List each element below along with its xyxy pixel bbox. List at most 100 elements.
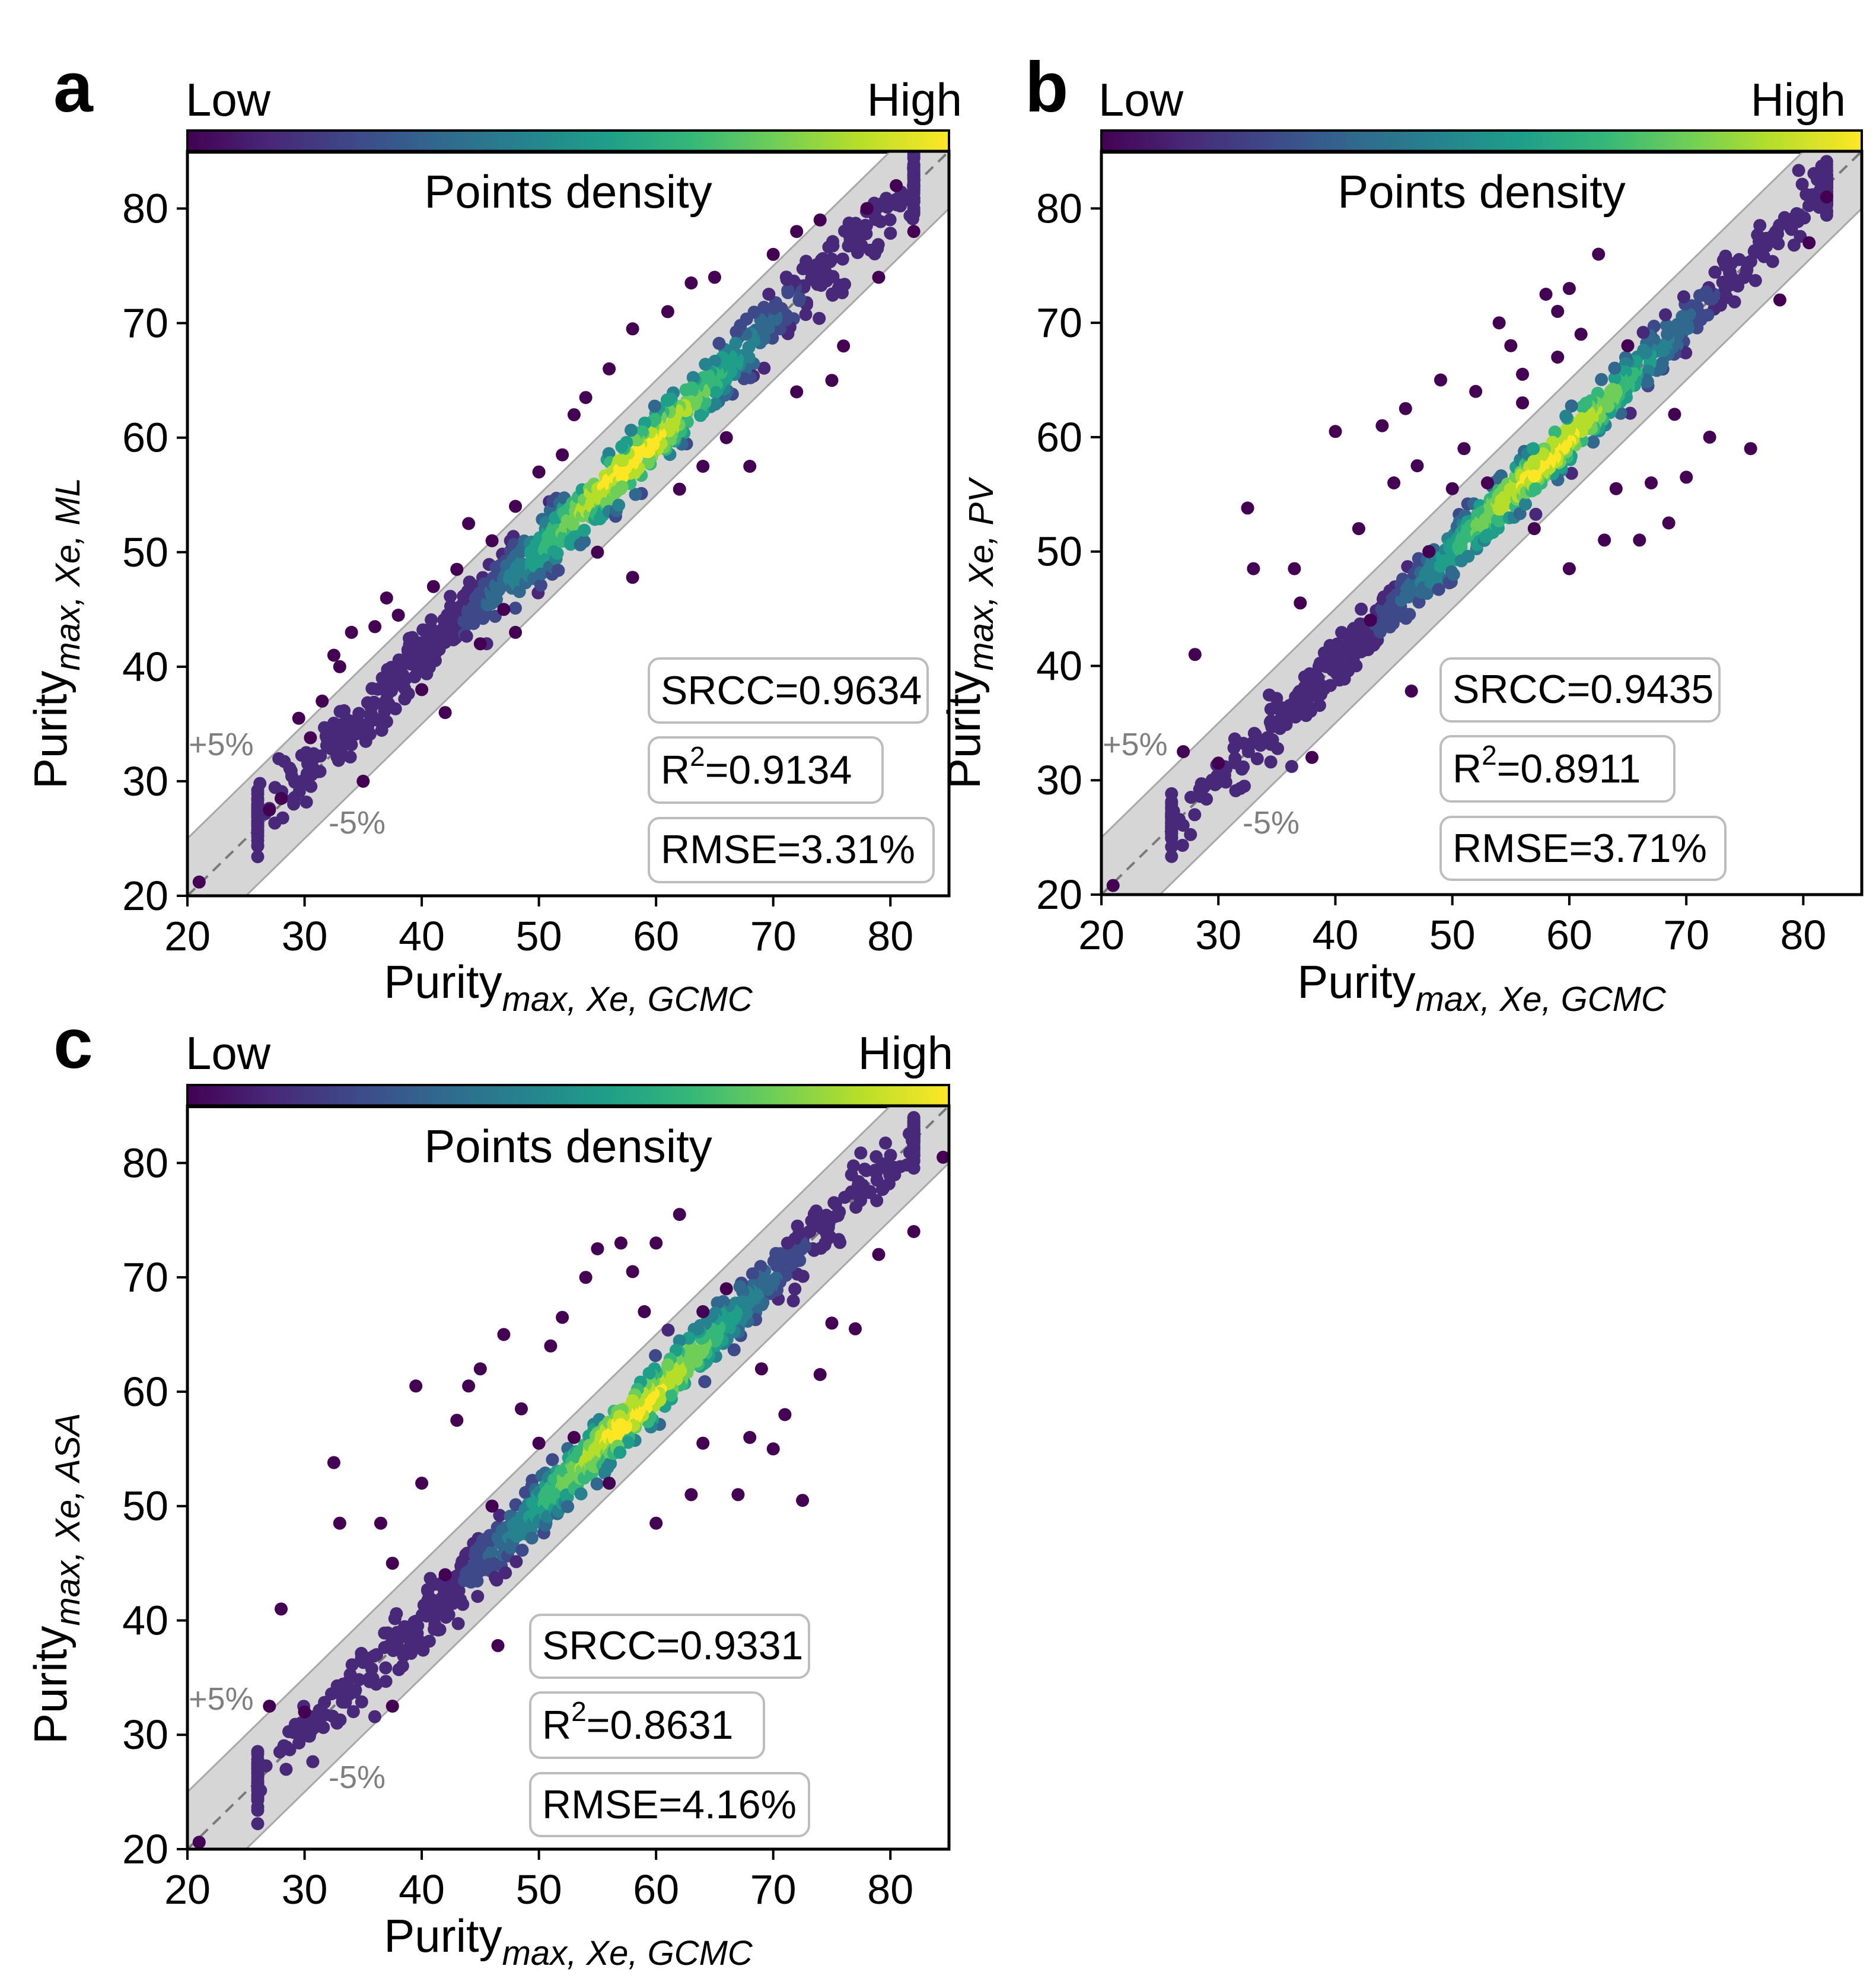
y-tick-label: 70 xyxy=(122,1254,168,1300)
data-point xyxy=(684,276,698,290)
data-point xyxy=(786,1294,800,1308)
x-tick-label: 70 xyxy=(750,1866,797,1913)
x-tick-label: 80 xyxy=(867,913,913,959)
data-point xyxy=(560,1491,574,1504)
data-point xyxy=(1548,425,1562,439)
data-point xyxy=(349,1683,362,1697)
data-point xyxy=(1200,793,1213,806)
data-point xyxy=(1802,199,1816,212)
data-point xyxy=(556,1310,569,1324)
data-point xyxy=(1516,396,1529,410)
data-point xyxy=(251,1747,265,1761)
x-tick-label: 60 xyxy=(633,913,679,959)
plot-frame xyxy=(186,1104,951,1851)
data-point xyxy=(686,371,700,384)
y-tick-label: 20 xyxy=(122,1826,168,1872)
data-point xyxy=(1787,238,1801,252)
data-point xyxy=(251,834,265,847)
y-tick-label: 60 xyxy=(1036,414,1082,460)
data-point xyxy=(907,152,921,165)
data-point xyxy=(614,482,628,495)
data-point xyxy=(304,780,318,793)
data-point xyxy=(684,1488,698,1502)
data-point xyxy=(836,252,849,266)
colorbar xyxy=(1100,129,1863,154)
panel-c: c Low High Points density +5% -5% 20 30 40… xyxy=(24,1004,953,1973)
data-point xyxy=(251,1817,265,1831)
data-point xyxy=(842,239,855,253)
x-tick-label: 40 xyxy=(399,1866,445,1913)
data-point xyxy=(450,1414,464,1427)
y-tick-label: 40 xyxy=(1036,642,1082,689)
data-point xyxy=(275,1602,288,1616)
data-point xyxy=(1519,497,1532,511)
data-point xyxy=(1355,602,1368,616)
y-axis-label: Puritymax, Xe, ASA xyxy=(24,1413,87,1744)
data-point xyxy=(1285,760,1298,773)
data-point xyxy=(638,1305,651,1318)
metrics-box: SRCC=0.9634 R2=0.9134 RMSE=3.31% xyxy=(648,657,935,883)
data-point xyxy=(388,702,402,715)
data-point xyxy=(491,1639,505,1652)
data-point xyxy=(1645,476,1658,489)
x-tick-label: 70 xyxy=(1663,912,1709,958)
data-point xyxy=(1703,430,1716,444)
data-point xyxy=(1387,476,1401,489)
x-axis-label: Puritymax, Xe, GCMC xyxy=(384,1910,753,1973)
data-point xyxy=(1716,275,1730,289)
data-point xyxy=(1177,745,1190,758)
data-point xyxy=(625,424,638,437)
data-point xyxy=(352,1673,366,1687)
data-point xyxy=(889,193,903,206)
rmse-text: RMSE=4.16% xyxy=(542,1782,797,1827)
data-point xyxy=(515,1544,529,1557)
data-point xyxy=(1271,742,1285,755)
srcc-text: SRCC=0.9634 xyxy=(661,668,922,713)
data-point xyxy=(1238,780,1251,793)
data-point xyxy=(849,1201,863,1214)
x-tick-label: 60 xyxy=(633,1866,679,1913)
panel-label: b xyxy=(1025,47,1068,127)
data-point xyxy=(903,209,917,222)
data-point xyxy=(1364,613,1377,627)
data-point xyxy=(1165,840,1179,854)
x-tick-label: 70 xyxy=(750,913,797,959)
data-point xyxy=(730,325,743,339)
data-point xyxy=(415,1477,429,1490)
data-point xyxy=(456,1598,470,1611)
data-point xyxy=(614,1418,628,1432)
data-point xyxy=(1799,187,1813,201)
data-point xyxy=(673,482,686,496)
data-point xyxy=(426,580,440,593)
data-point xyxy=(263,1700,276,1713)
data-point xyxy=(497,603,511,616)
data-point xyxy=(872,271,886,284)
data-point xyxy=(1305,750,1318,764)
srcc-text: SRCC=0.9331 xyxy=(542,1623,803,1668)
data-point xyxy=(813,213,827,227)
data-point xyxy=(827,1196,841,1210)
data-point xyxy=(1562,282,1576,295)
data-point xyxy=(1529,507,1543,521)
data-point xyxy=(698,1375,712,1388)
y-tick-label: 30 xyxy=(1036,757,1082,803)
data-point xyxy=(849,1322,862,1335)
data-point xyxy=(515,1402,528,1415)
data-point xyxy=(825,1316,839,1330)
r2-text: R2=0.9134 xyxy=(661,741,852,793)
plot-frame xyxy=(1100,149,1864,896)
data-point xyxy=(471,1590,485,1603)
data-point xyxy=(679,383,693,397)
data-point xyxy=(1744,442,1757,456)
y-tick-label: 40 xyxy=(122,644,168,690)
data-point xyxy=(649,1349,663,1362)
y-tick-label: 80 xyxy=(122,1140,168,1186)
data-point xyxy=(767,301,781,314)
x-axis-label: Puritymax, Xe, GCMC xyxy=(1297,956,1667,1019)
data-point xyxy=(428,654,442,667)
data-point xyxy=(937,1150,949,1164)
data-point xyxy=(837,339,851,353)
data-point xyxy=(493,1509,507,1522)
data-point xyxy=(566,518,580,531)
